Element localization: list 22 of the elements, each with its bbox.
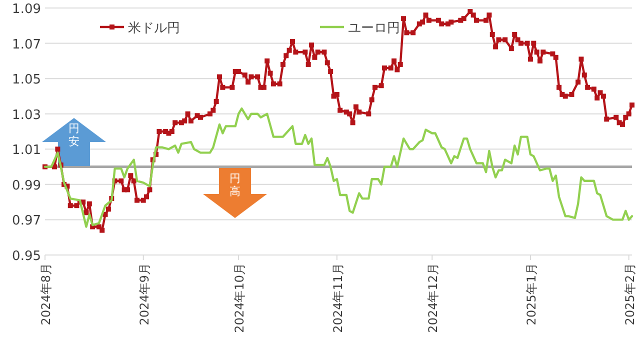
x-tick-label: 2025年1月 [524, 263, 538, 326]
y-tick-label: 1.05 [12, 72, 41, 88]
y-tick-label: 0.95 [12, 249, 41, 264]
y-tick-label: 0.97 [12, 214, 41, 229]
annotation: 円安 [68, 122, 80, 148]
y-tick-label: 1.03 [12, 108, 41, 123]
x-tick-label: 2024年9月 [137, 263, 152, 326]
x-tick-label: 2024年12月 [426, 263, 440, 333]
x-tick-label: 2025年2月 [622, 263, 637, 326]
x-tick-label: 2024年11月 [330, 263, 345, 333]
line-series [44, 107, 634, 228]
x-tick-label: 2024年10月 [232, 263, 247, 333]
y-tick-label: 1.07 [12, 37, 41, 52]
y-tick-label: 1.09 [12, 2, 41, 17]
y-tick-label: 0.99 [12, 178, 41, 194]
annotation: 円高 [230, 172, 240, 198]
legend-item: 米ドル円 [100, 21, 180, 36]
legend-label: 米ドル円 [128, 21, 180, 36]
x-tick-label: 2024年8月 [39, 263, 53, 326]
legend-label: ユーロ円 [348, 21, 400, 36]
legend-item: ユーロ円 [320, 21, 400, 36]
y-tick-label: 1.01 [12, 143, 41, 158]
